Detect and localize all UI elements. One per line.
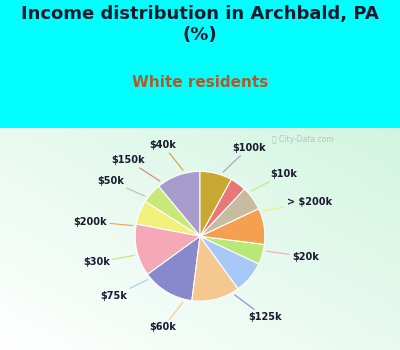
Wedge shape (145, 186, 200, 236)
Text: $75k: $75k (101, 280, 148, 301)
Text: $10k: $10k (251, 169, 298, 191)
Text: White residents: White residents (132, 75, 268, 90)
Text: $125k: $125k (235, 295, 282, 322)
Text: $100k: $100k (223, 143, 266, 172)
Wedge shape (159, 172, 200, 236)
Wedge shape (148, 236, 200, 301)
Text: > $200k: > $200k (263, 197, 332, 211)
Wedge shape (200, 189, 259, 236)
Wedge shape (136, 202, 200, 236)
Text: $150k: $150k (111, 155, 160, 181)
Wedge shape (200, 180, 244, 236)
Wedge shape (200, 172, 231, 236)
Text: $200k: $200k (74, 217, 133, 226)
Wedge shape (200, 209, 265, 244)
Text: Income distribution in Archbald, PA
(%): Income distribution in Archbald, PA (%) (21, 5, 379, 44)
Wedge shape (192, 236, 238, 301)
Text: $60k: $60k (150, 302, 183, 332)
Wedge shape (200, 236, 259, 289)
Text: $20k: $20k (266, 251, 319, 262)
Text: $40k: $40k (150, 140, 183, 170)
Wedge shape (135, 224, 200, 274)
Text: $30k: $30k (83, 255, 135, 267)
Text: $50k: $50k (97, 176, 145, 196)
Wedge shape (200, 236, 264, 264)
Text: ⓘ City-Data.com: ⓘ City-Data.com (272, 135, 334, 144)
